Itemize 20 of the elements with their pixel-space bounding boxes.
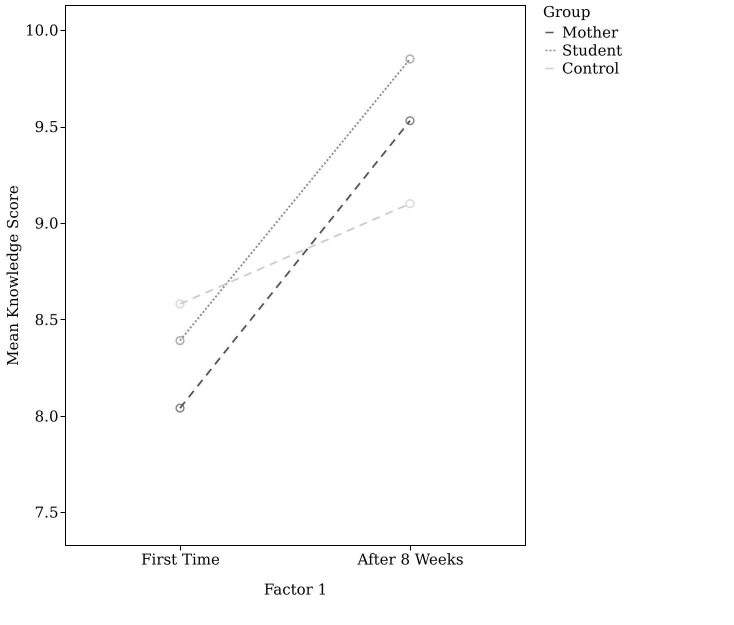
- legend-title: Group: [543, 3, 590, 21]
- point: [175, 403, 185, 413]
- point: [405, 199, 415, 208]
- legend-label: Control: [562, 60, 620, 78]
- y-tick-label: 7.5: [34, 504, 58, 522]
- point: [405, 116, 415, 126]
- point: [175, 299, 185, 309]
- x-axis-title: Factor 1: [264, 580, 328, 598]
- y-axis-title: Mean Knowledge Score: [4, 185, 22, 366]
- legend-label: Mother: [562, 24, 619, 42]
- legend-label: Student: [562, 42, 622, 60]
- y-tick-label: 8.0: [34, 407, 58, 426]
- point: [405, 54, 415, 64]
- x-tick-label: After 8 Weeks: [356, 550, 464, 568]
- y-tick-label: 9.5: [34, 118, 58, 136]
- x-tick-label: First Time: [141, 550, 220, 568]
- y-tick-label: 9.0: [34, 214, 58, 232]
- point: [175, 336, 185, 346]
- y-tick-label: 8.5: [34, 310, 58, 329]
- y-tick-label: 10.0: [25, 22, 58, 40]
